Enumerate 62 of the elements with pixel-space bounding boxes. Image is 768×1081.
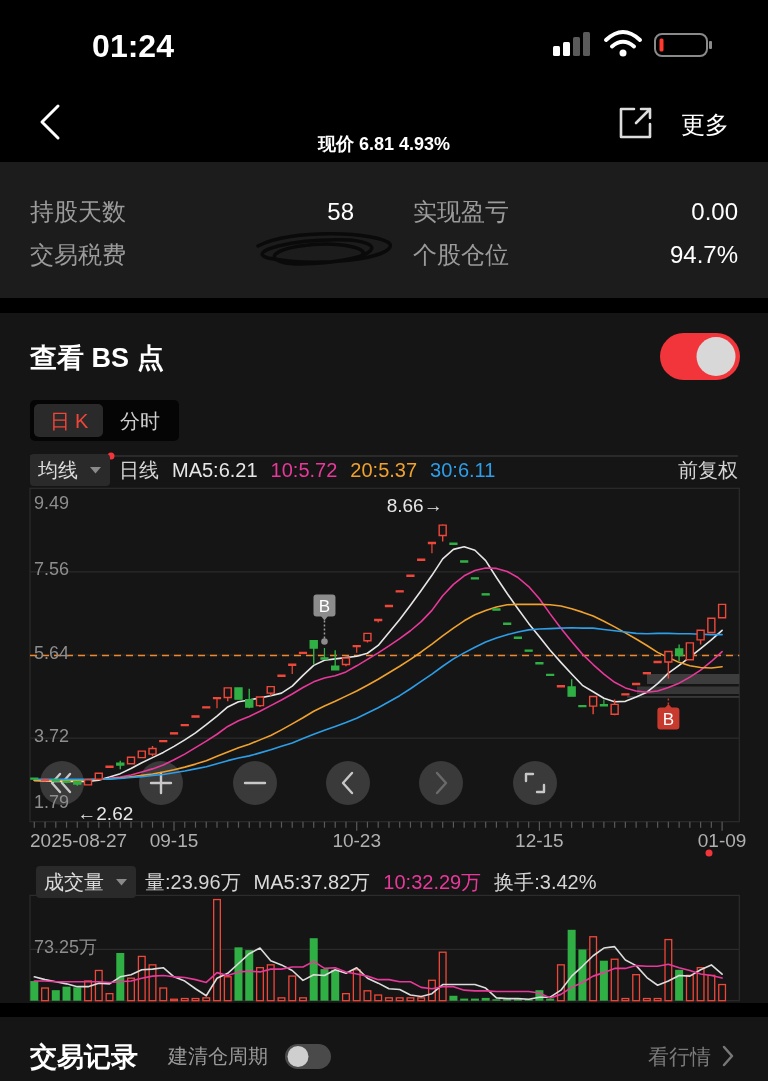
y-tick-label: 7.56: [34, 559, 70, 580]
x-tick-label: 01-09: [697, 829, 747, 851]
bar: [567, 929, 576, 1001]
text: 日线: [119, 459, 159, 481]
y-tick-label: 3.72: [34, 725, 70, 746]
bar: [481, 997, 490, 1001]
bar: [460, 998, 469, 1001]
text: 2025-08-27: [30, 829, 128, 851]
text: MA5:6.21: [172, 459, 258, 481]
y-tick-label: 5.64: [34, 642, 70, 663]
bar: [30, 981, 39, 1001]
text: 个股仓位: [413, 241, 509, 268]
x-tick-label: 09-15: [149, 829, 199, 851]
text: 前复权: [678, 459, 739, 481]
annotation: ←2.62: [77, 802, 134, 824]
bar: [470, 998, 479, 1001]
bar: [675, 969, 684, 1001]
x-tick-label: 10-23: [332, 829, 382, 851]
bar: [62, 986, 71, 1001]
bar: [320, 969, 329, 1001]
text: 分时: [120, 410, 160, 432]
text: 均线: [37, 459, 78, 481]
bar: [449, 995, 458, 1001]
bar: [234, 947, 243, 1001]
text: 实现盈亏: [413, 198, 509, 225]
bar: [51, 990, 60, 1001]
annotation: 8.66→: [386, 494, 443, 516]
text: 看行情: [648, 1045, 711, 1068]
text: 交易记录: [29, 1042, 138, 1072]
text: 更多: [681, 111, 729, 138]
text: 量:23.96万: [145, 871, 241, 893]
text: 日 K: [49, 410, 90, 432]
y-tick-label: 9.49: [34, 493, 70, 514]
text: 持股天数: [30, 198, 126, 225]
bar: [245, 950, 254, 1001]
text: 0.00: [691, 198, 738, 225]
text: 成交量: [44, 871, 104, 893]
annotation: B: [662, 709, 675, 729]
bar: [73, 987, 82, 1001]
text: 现价 6.81 4.93%: [316, 134, 451, 154]
text: MA5:37.82万: [253, 871, 371, 893]
annotation: B: [318, 596, 331, 616]
bar: [116, 952, 125, 1001]
text: 94.7%: [669, 241, 738, 268]
bar: [578, 949, 587, 1001]
text: 查看 BS 点: [29, 343, 164, 373]
text: 10:5.72: [270, 459, 338, 481]
bar: [331, 969, 340, 1001]
text: 30:6.11: [430, 459, 496, 481]
bar: [599, 960, 608, 1001]
text: 10:32.29万: [383, 871, 482, 893]
text: 20:5.37: [350, 459, 418, 481]
y-tick-label: 73.25万: [34, 936, 98, 957]
text: 交易税费: [30, 241, 126, 268]
bar: [309, 938, 318, 1001]
x-tick-label: 12-15: [515, 829, 564, 851]
bar: [546, 998, 555, 1001]
text: 建清仓周期: [167, 1045, 268, 1067]
y-tick-label: 1.79: [34, 791, 70, 812]
text: 01:24: [92, 28, 175, 64]
text: 换手:3.42%: [494, 871, 597, 893]
text: 58: [327, 198, 354, 225]
